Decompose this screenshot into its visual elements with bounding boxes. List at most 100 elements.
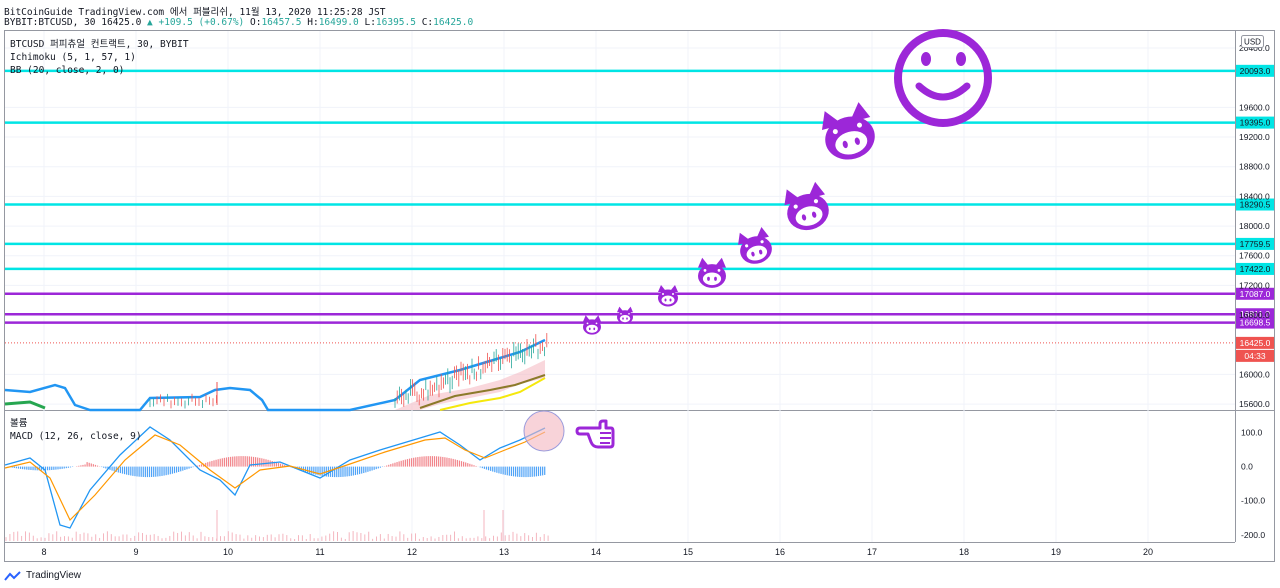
ichimoku-base-line	[419, 374, 546, 409]
legend-ichimoku[interactable]: Ichimoku (5, 1, 57, 1)	[10, 52, 136, 63]
chart-frame	[4, 30, 1275, 562]
ichimoku-cloud	[395, 360, 545, 410]
time-tick-label: 20	[1143, 547, 1153, 557]
pig-eye	[672, 293, 674, 295]
countdown-badge	[1236, 349, 1274, 362]
pig-snout	[795, 206, 823, 226]
macd-tick-label: 0.0	[1241, 462, 1253, 472]
pig-eye	[595, 322, 598, 325]
macd-tick-label: -200.0	[1241, 530, 1265, 540]
pointing-hand-icon[interactable]	[575, 419, 615, 449]
brand-name: TradingView	[26, 570, 82, 581]
price-tick-label: 20400.0	[1239, 43, 1270, 53]
high-label: H:	[307, 17, 319, 28]
macd-line	[4, 426, 546, 529]
level-price-label: 18290.5	[1240, 200, 1271, 210]
close-label: C:	[421, 17, 434, 28]
pig-nostril	[664, 298, 667, 302]
tradingview-logo[interactable]: TradingView	[4, 570, 81, 581]
level-price-badge[interactable]	[1236, 116, 1274, 129]
price-tick-label: 18800.0	[1239, 162, 1270, 172]
level-price-badge[interactable]	[1236, 64, 1274, 77]
publish-info: BitCoinGuide TradingView.com 에서 퍼블리쉬, 11…	[4, 7, 386, 18]
level-price-badge[interactable]	[1236, 287, 1274, 300]
pig-nostril	[714, 276, 717, 281]
pig-eye	[586, 322, 589, 325]
pig-eye	[760, 240, 764, 244]
macd-tick-label: -100.0	[1241, 496, 1265, 506]
smiley-face-icon[interactable]	[894, 29, 992, 127]
level-price-badge[interactable]	[1236, 316, 1274, 329]
time-tick-label: 10	[223, 547, 233, 557]
pig-eye	[620, 313, 622, 315]
legend-bb[interactable]: BB (20, close, 2, 0)	[10, 65, 124, 76]
legend-volume[interactable]: 볼륨	[10, 418, 28, 429]
pig-snout	[619, 315, 631, 323]
pig-eye	[745, 244, 749, 248]
pig-nostril	[801, 214, 807, 221]
time-tick-label: 16	[775, 547, 785, 557]
high-value: 16499.0	[318, 17, 359, 28]
level-price-label: 16811.0	[1240, 309, 1270, 319]
macd-pane[interactable]	[4, 426, 549, 541]
countdown-label: 04:33	[1244, 351, 1266, 361]
level-price-badge[interactable]	[1236, 198, 1274, 211]
price-tick-label: 18000.0	[1239, 221, 1270, 231]
symbol-name[interactable]: BYBIT:BTCUSD, 30	[4, 17, 96, 28]
pig-ears	[617, 306, 633, 313]
tradingview-icon	[4, 570, 21, 581]
level-price-badge[interactable]	[1236, 237, 1274, 250]
price-change: ▲ +109.5 (+0.67%)	[147, 17, 245, 28]
time-tick-label: 14	[591, 547, 601, 557]
price-tick-label: 19200.0	[1239, 132, 1270, 142]
highlight-circle[interactable]	[523, 410, 565, 452]
price-axis[interactable]: 20400.0 19600.0 19200.0 18800.0 18400.0 18000…	[1239, 43, 1270, 540]
pig-face-icon[interactable]	[735, 226, 775, 268]
pig-face-icon[interactable]	[817, 100, 879, 165]
pig-eye	[813, 199, 819, 204]
open-value: 16457.5	[261, 17, 302, 28]
pig-nostril	[626, 317, 628, 320]
macd-tick-label: 100.0	[1241, 427, 1263, 437]
pig-snout	[586, 324, 598, 333]
pig-drawings[interactable]	[583, 100, 880, 335]
price-tick-label: 17200.0	[1239, 280, 1270, 290]
pig-ears	[698, 257, 726, 268]
pig-snout	[702, 272, 722, 286]
pig-ears	[583, 315, 601, 322]
current-price-badge[interactable]	[1236, 336, 1274, 349]
pig-face-icon[interactable]	[781, 180, 833, 234]
ichimoku-conversion-line	[4, 400, 46, 410]
pig-snout	[835, 131, 868, 155]
pig-nostril	[842, 140, 848, 149]
level-price-badge[interactable]	[1236, 262, 1274, 275]
price-pane[interactable]	[4, 333, 548, 412]
low-value: 16395.5	[375, 17, 416, 28]
pig-nostril	[811, 211, 817, 218]
currency-badge[interactable]	[1241, 35, 1264, 48]
time-tick-label: 9	[133, 547, 138, 557]
price-tick-label: 18400.0	[1239, 191, 1270, 201]
pig-face-icon[interactable]	[583, 315, 601, 335]
currency-badge-label: USD	[1244, 38, 1261, 47]
horizontal-levels[interactable]: 20093.0 19395.0 18290.5 17759.5 17422.0 17087…	[5, 64, 1274, 362]
level-price-label: 17087.0	[1240, 289, 1271, 299]
pig-eye	[662, 293, 664, 295]
time-axis[interactable]: 8 9 10 11 12 13 14 15 16 17 18 19 20	[41, 547, 1153, 557]
pig-eye	[832, 129, 838, 135]
pig-face-icon[interactable]	[658, 285, 678, 307]
price-tick-label: 16800.0	[1239, 310, 1270, 320]
legend-title[interactable]: BTCUSD 퍼피츄얼 컨트랙트, 30, BYBIT	[10, 39, 189, 50]
time-tick-label: 11	[315, 547, 324, 557]
time-tick-label: 8	[41, 547, 46, 557]
pig-ears	[658, 285, 678, 292]
legend-macd[interactable]: MACD (12, 26, close, 9)	[10, 431, 142, 442]
current-price-label: 16425.0	[1240, 338, 1271, 348]
pig-nostril	[707, 276, 710, 281]
pig-eye	[628, 313, 630, 315]
pig-face-icon[interactable]	[617, 306, 633, 324]
level-price-label: 19395.0	[1240, 118, 1271, 128]
level-price-label: 20093.0	[1240, 66, 1271, 76]
pig-face-icon[interactable]	[698, 257, 726, 288]
